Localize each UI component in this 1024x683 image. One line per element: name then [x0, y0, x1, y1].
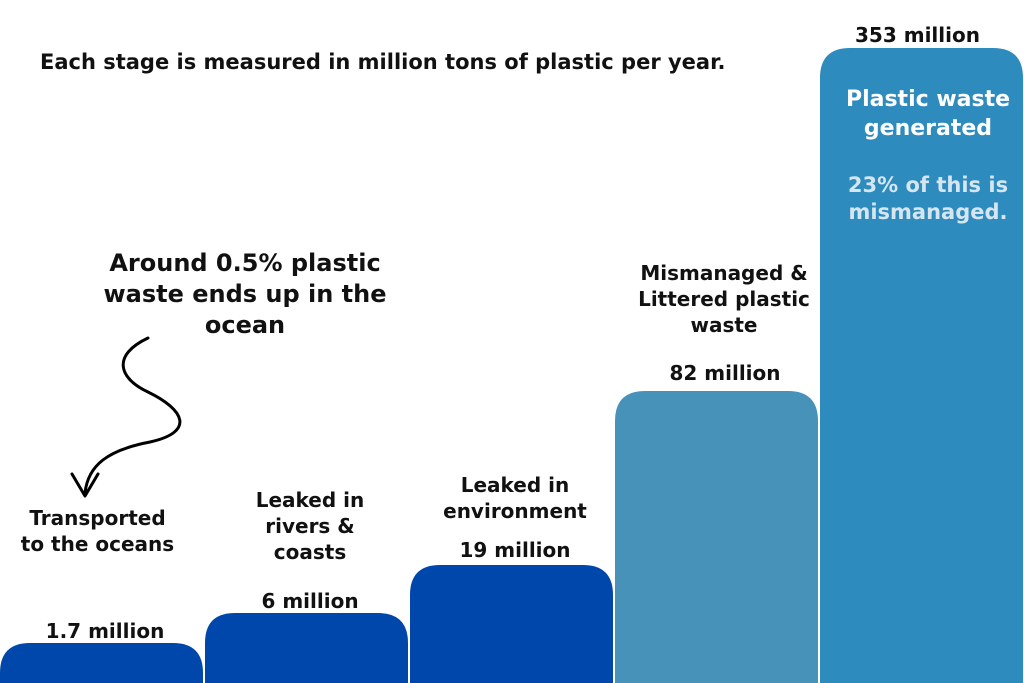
value-label-transported: 1.7 million: [45, 619, 165, 643]
annotation-text: Around 0.5% plastic waste ends up in the…: [103, 249, 387, 340]
bar-2: [205, 613, 408, 683]
bar-4: [615, 391, 818, 683]
value-label-mismanaged: 82 million: [669, 361, 781, 385]
bar-5: [820, 48, 1023, 683]
category-label-generated: Plastic waste generated: [845, 87, 1011, 141]
annotation-arrow: [83, 336, 182, 495]
value-label-generated: 353 million: [855, 23, 980, 47]
bar-1: [0, 643, 203, 683]
unit-note: Each stage is measured in million tons o…: [40, 50, 726, 74]
bar-3: [410, 565, 613, 683]
value-label-rivers: 6 million: [261, 589, 359, 613]
arrow-head: [70, 472, 100, 498]
category-label-transported: Transported to the oceans: [20, 506, 175, 556]
category-label-rivers: Leaked in rivers & coasts: [255, 488, 365, 564]
category-label-mismanaged: Mismanaged & Littered plastic waste: [638, 261, 810, 337]
generated-note: 23% of this is mismanaged.: [847, 173, 1009, 225]
value-label-environment: 19 million: [459, 538, 571, 562]
category-label-environment: Leaked in environment: [443, 473, 587, 523]
bars-group: [0, 48, 1023, 683]
